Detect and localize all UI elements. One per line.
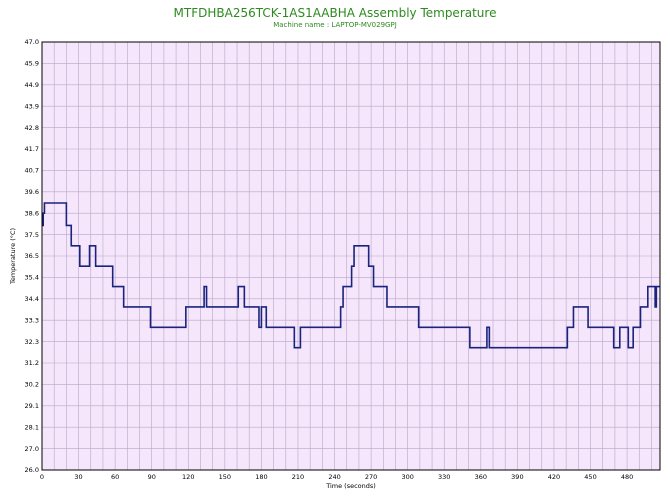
- x-tick-label: 390: [511, 473, 523, 481]
- y-tick-label: 36.5: [25, 252, 39, 260]
- x-tick-label: 330: [438, 473, 450, 481]
- x-tick-label: 210: [292, 473, 304, 481]
- chart-subtitle: Machine name : LAPTOP-MV029GPJ: [273, 21, 397, 29]
- y-tick-label: 37.5: [25, 231, 39, 239]
- y-tick-label: 33.3: [25, 316, 39, 324]
- x-tick-label: 60: [111, 473, 119, 481]
- y-tick-label: 45.9: [25, 60, 39, 68]
- y-tick-label: 39.6: [25, 188, 39, 196]
- y-tick-label: 47.0: [25, 38, 39, 46]
- x-tick-label: 90: [148, 473, 156, 481]
- x-tick-label: 240: [328, 473, 340, 481]
- x-axis-tick-labels: 0 30 60 90 120 150 180 210 240 270 300 330 360 390 420…: [40, 473, 633, 481]
- y-tick-label: 30.2: [25, 381, 39, 389]
- x-tick-label: 270: [365, 473, 377, 481]
- y-tick-label: 40.7: [25, 167, 39, 175]
- x-tick-label: 480: [621, 473, 633, 481]
- x-tick-label: 30: [74, 473, 82, 481]
- y-tick-label: 29.1: [25, 402, 39, 410]
- x-tick-label: 180: [255, 473, 267, 481]
- y-tick-label: 38.6: [25, 209, 39, 217]
- y-tick-label: 32.3: [25, 338, 39, 346]
- y-tick-label: 41.7: [25, 145, 39, 153]
- y-tick-label: 27.0: [25, 445, 39, 453]
- series-line-temperature: [42, 202, 660, 349]
- y-tick-label: 44.9: [25, 81, 39, 89]
- y-tick-label: 43.9: [25, 102, 39, 110]
- horizontal-grid: [42, 41, 660, 471]
- x-tick-label: 360: [475, 473, 487, 481]
- x-tick-label: 120: [182, 473, 194, 481]
- y-tick-label: 35.4: [25, 274, 39, 282]
- x-tick-label: 150: [219, 473, 231, 481]
- y-tick-label: 26.0: [25, 466, 39, 474]
- plot-border: [41, 41, 661, 471]
- y-tick-label: 28.1: [25, 423, 39, 431]
- chart-title: MTFDHBA256TCK-1AS1AABHA Assembly Tempera…: [173, 6, 497, 20]
- y-tick-label: 42.8: [25, 124, 39, 132]
- y-axis-tick-labels: 47.0 45.9 44.9 43.9 42.8 41.7 40.7 39.6 38.6 37.5…: [25, 38, 39, 474]
- x-tick-label: 300: [401, 473, 413, 481]
- x-tick-label: 0: [40, 473, 44, 481]
- x-axis-title: Time (seconds): [325, 482, 376, 490]
- y-tick-label: 34.4: [25, 295, 39, 303]
- y-axis-title: Temperature (°C): [9, 228, 17, 285]
- y-tick-label: 31.2: [25, 359, 39, 367]
- x-tick-label: 420: [548, 473, 560, 481]
- x-tick-label: 450: [584, 473, 596, 481]
